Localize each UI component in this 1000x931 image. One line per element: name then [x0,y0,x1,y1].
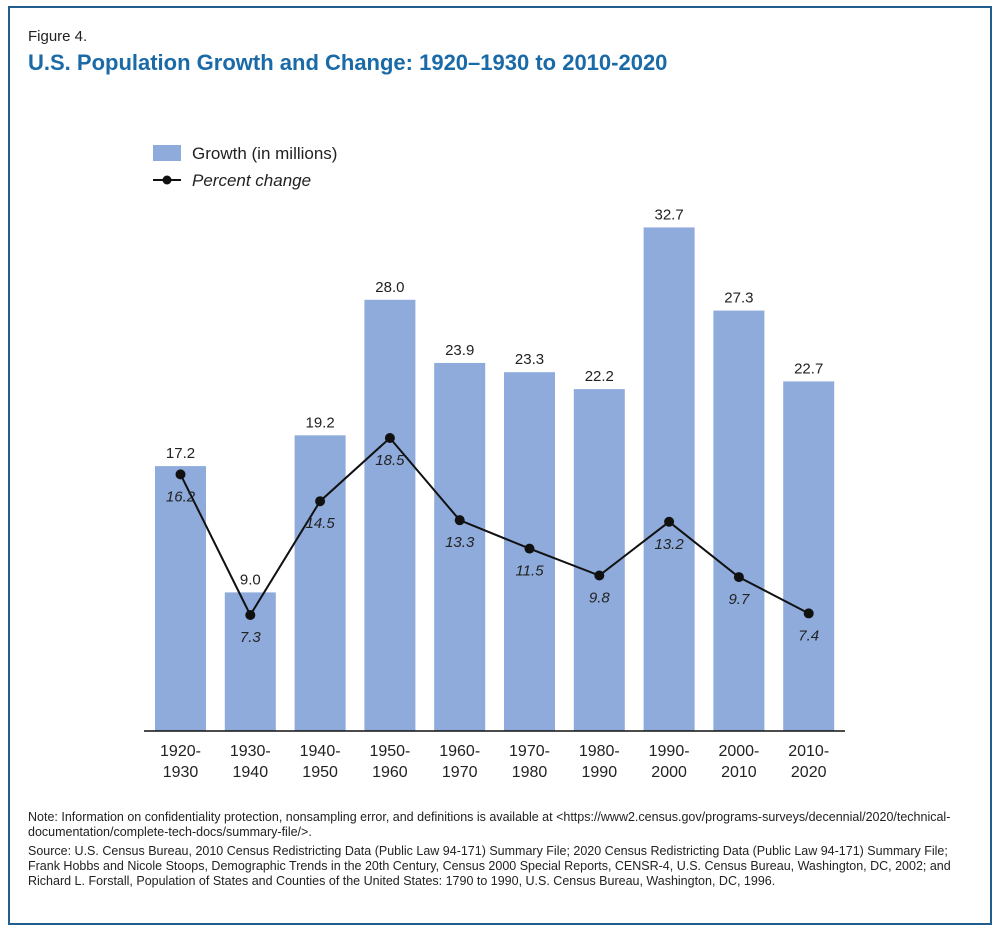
percent-point-8 [733,572,744,583]
x-tick-label-0-bottom: 1930 [163,764,199,781]
x-tick-label-2-top: 1940- [300,743,341,760]
legend-swatch-growth [153,145,181,161]
legend-label-growth: Growth (in millions) [192,144,337,163]
percent-change-line [179,436,810,618]
x-tick-label-7-top: 1990- [649,743,690,760]
percent-point-5 [524,543,535,554]
percent-point-0 [175,469,186,480]
percent-point-3 [384,433,395,443]
percent-point-9 [803,608,814,619]
x-tick-label-3-top: 1950- [369,743,410,760]
bar-value-label-2: 19.2 [305,414,334,431]
bar-4 [434,362,486,731]
x-tick-label-6-top: 1980- [579,743,620,760]
x-tick-label-2-bottom: 1950 [302,764,338,781]
bar-value-label-0: 17.2 [166,445,195,462]
x-tick-label-4-bottom: 1970 [442,764,478,781]
bar-value-label-9: 22.7 [794,360,823,377]
percent-points-group [175,433,814,620]
bar-2 [294,435,346,731]
bar-value-label-3: 28.0 [375,279,404,296]
percent-value-label-3: 18.5 [375,452,405,469]
x-tick-label-7-bottom: 2000 [651,764,687,781]
bar-8 [713,310,765,731]
bar-value-label-8: 27.3 [724,290,753,307]
percent-point-6 [594,570,605,581]
notes-block: Note: Information on confidentiality pro… [28,810,968,893]
percent-value-label-7: 13.2 [654,536,684,553]
percent-point-7 [664,516,675,527]
x-tick-label-8-bottom: 2010 [721,764,757,781]
x-tick-label-4-top: 1960- [439,743,480,760]
percent-value-label-4: 13.3 [445,534,475,551]
percent-value-label-8: 9.7 [728,591,750,608]
x-tick-label-9-top: 2010- [788,743,829,760]
percent-value-label-5: 11.5 [515,563,544,580]
legend-label-percent: Percent change [192,171,311,190]
chart-svg: Growth (in millions) Percent change 17.2… [144,144,845,781]
legend-marker-percent [162,175,172,185]
bar-value-label-1: 9.0 [240,571,261,588]
percent-value-label-9: 7.4 [798,627,819,644]
bar-value-label-6: 22.2 [585,368,614,385]
bar-0 [155,466,206,731]
figure-label: Figure 4. [28,28,88,45]
source-text: Source: U.S. Census Bureau, 2010 Census … [28,844,951,888]
bar-labels-group: 17.2 9.0 19.2 28.0 23.9 23.3 22.2 32.7 27.3 22.7 [166,206,823,588]
bar-6 [573,389,625,731]
bar-value-label-5: 23.3 [515,351,544,368]
percent-labels-group: 16.2 7.3 14.5 18.5 13.3 11.5 9.8 13.2 9.7 7.4 [166,452,819,646]
percent-point-4 [454,515,465,526]
bars-group [155,227,835,732]
percent-value-label-1: 7.3 [240,629,262,646]
percent-point-1 [245,610,256,620]
chart-title: U.S. Population Growth and Change: 1920–… [28,50,668,75]
legend: Growth (in millions) Percent change [153,144,337,190]
x-tick-label-6-bottom: 1990 [582,764,618,781]
percent-value-label-2: 14.5 [305,515,335,532]
percent-value-label-6: 9.8 [589,589,611,606]
x-tick-label-0-top: 1920- [160,743,201,760]
bar-3 [364,299,416,731]
x-tick-label-3-bottom: 1960 [372,764,408,781]
x-tick-label-5-bottom: 1980 [512,764,548,781]
x-tick-label-1-top: 1930- [230,743,271,760]
x-tick-labels-group: 1920- 1930 1930- 1940 1940- 1950 1950- 1960 1960… [160,743,829,781]
percent-point-2 [315,496,326,507]
bar-9 [783,381,835,731]
x-tick-label-8-top: 2000- [718,743,759,760]
percent-value-label-0: 16.2 [166,488,196,505]
x-tick-label-1-bottom: 1940 [233,764,269,781]
x-tick-label-9-bottom: 2020 [791,764,827,781]
bar-value-label-4: 23.9 [445,342,474,359]
bar-7 [643,227,695,732]
bar-value-label-7: 32.7 [654,206,683,223]
note-text: Note: Information on confidentiality pro… [28,810,951,839]
x-tick-label-5-top: 1970- [509,743,550,760]
